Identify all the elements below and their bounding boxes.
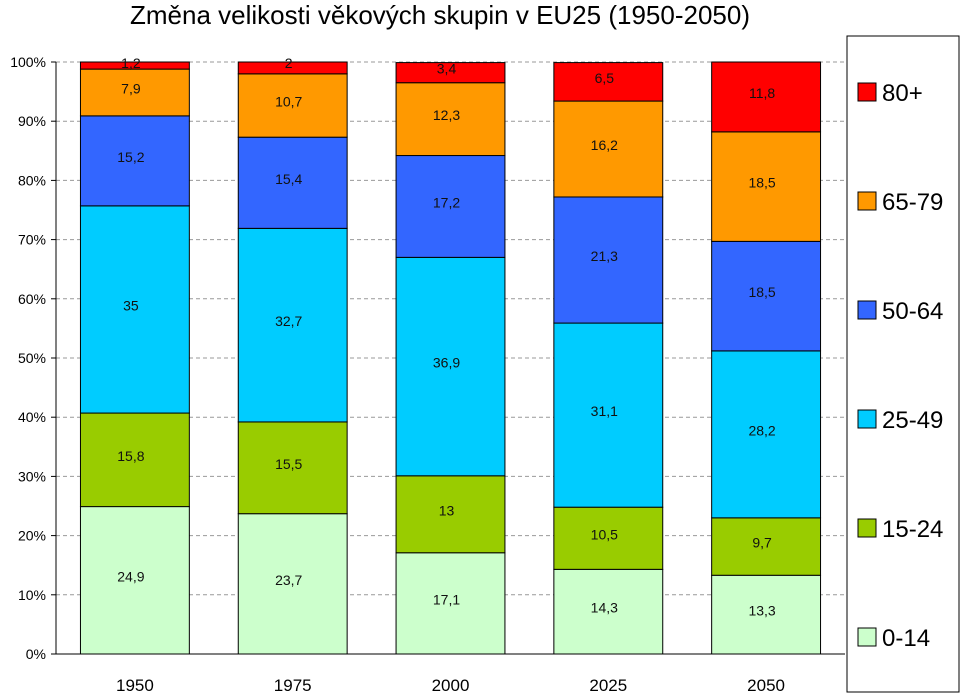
bar-segment-50-64-2000 <box>395 155 506 258</box>
legend[interactable]: 80+ 65-79 50-64 25-49 15-24 0-14 <box>846 35 960 693</box>
data-label-65-79-1975: 10,7 <box>275 94 302 110</box>
bar-segment-80+-2025 <box>553 62 664 102</box>
bar-segment-0-14-2025 <box>553 568 664 655</box>
legend-label-15-24[interactable]: 15-24 <box>882 516 943 543</box>
y-tick-label: 20% <box>18 528 46 544</box>
bar-segment-0-14-1975 <box>237 513 348 655</box>
legend-label-0-14[interactable]: 0-14 <box>882 625 930 652</box>
bar-segment-15-24-2050 <box>711 517 822 576</box>
legend-label-50-64[interactable]: 50-64 <box>882 298 943 325</box>
data-label-65-79-2025: 16,2 <box>591 137 618 153</box>
data-label-25-49-1950: 35 <box>123 297 139 313</box>
data-labels: 24,9 15,8 35 15,2 7,9 1,2 23,7 15,5 32,7 15,4 10,7… <box>117 55 776 619</box>
bar-segment-25-49-1975 <box>237 227 348 423</box>
data-label-15-24-2000: 13 <box>439 502 455 518</box>
x-tick-label-1950: 1950 <box>116 676 154 694</box>
bar-segment-25-49-2000 <box>395 256 506 477</box>
y-tick-label: 30% <box>18 468 46 484</box>
x-tick-label-1975: 1975 <box>274 676 312 694</box>
y-tick-label: 10% <box>18 587 46 603</box>
data-label-0-14-2025: 14,3 <box>591 600 618 616</box>
bar-segment-65-79-2000 <box>395 82 506 157</box>
y-tick-label: 80% <box>18 172 46 188</box>
data-label-65-79-2000: 12,3 <box>433 107 460 123</box>
data-label-0-14-2000: 17,1 <box>433 591 460 607</box>
bars <box>79 61 822 655</box>
bar-segment-15-24-1950 <box>79 412 190 508</box>
data-label-50-64-1975: 15,4 <box>275 171 302 187</box>
data-label-0-14-1950: 24,9 <box>117 568 144 584</box>
y-tick-label: 60% <box>18 291 46 307</box>
bar-segment-25-49-2050 <box>711 350 822 519</box>
bar-segment-25-49-2025 <box>553 322 664 508</box>
axes: 1950 1975 2000 2025 2050 0% 10% 20% 30% 40% 50% 60%… <box>10 54 845 694</box>
data-label-25-49-2050: 28,2 <box>748 422 775 438</box>
bar-segment-0-14-2000 <box>395 552 506 655</box>
data-label-50-64-2050: 18,5 <box>748 284 775 300</box>
bar-segment-80+-2000 <box>395 62 506 84</box>
x-tick-label-2050: 2050 <box>747 676 785 694</box>
x-tick-label-2025: 2025 <box>589 676 627 694</box>
y-tick-label: 90% <box>18 113 46 129</box>
data-label-80+-2025: 6,5 <box>595 70 615 86</box>
y-tick-label: 100% <box>10 54 46 70</box>
legend-swatch-80+[interactable] <box>857 82 877 102</box>
bar-segment-80+-1950 <box>79 61 190 70</box>
legend-swatch-65-79[interactable] <box>857 191 877 211</box>
data-label-80+-1975: 2 <box>285 55 293 71</box>
data-label-25-49-1975: 32,7 <box>275 313 302 329</box>
y-tick-label: 40% <box>18 409 46 425</box>
data-label-50-64-2000: 17,2 <box>433 194 460 210</box>
y-tick-label: 0% <box>26 646 46 662</box>
data-label-15-24-2025: 10,5 <box>591 526 618 542</box>
data-label-25-49-2025: 31,1 <box>591 403 618 419</box>
bar-segment-65-79-1975 <box>237 73 348 138</box>
data-label-50-64-1950: 15,2 <box>117 149 144 165</box>
data-label-80+-2000: 3,4 <box>437 61 457 77</box>
legend-label-80+[interactable]: 80+ <box>882 80 923 107</box>
data-label-80+-2050: 11,8 <box>749 85 775 101</box>
data-label-65-79-2050: 18,5 <box>748 175 775 191</box>
data-label-15-24-2050: 9,7 <box>752 535 772 551</box>
legend-label-65-79[interactable]: 65-79 <box>882 189 943 216</box>
data-label-0-14-2050: 13,3 <box>748 603 775 619</box>
y-tick-label: 50% <box>18 350 46 366</box>
data-label-15-24-1975: 15,5 <box>275 456 302 472</box>
legend-swatch-50-64[interactable] <box>857 300 877 320</box>
data-label-80+-1950: 1,2 <box>121 55 141 71</box>
data-label-25-49-2000: 36,9 <box>433 355 460 371</box>
bar-segment-0-14-2050 <box>711 574 822 655</box>
bar-segment-25-49-1950 <box>79 205 190 414</box>
bar-segment-50-64-2025 <box>553 196 664 324</box>
bar-segment-80+-1975 <box>237 61 348 75</box>
bar-segment-80+-2050 <box>711 61 822 133</box>
bar-segment-65-79-1950 <box>79 68 190 117</box>
bar-segment-50-64-1975 <box>237 136 348 229</box>
legend-swatch-15-24[interactable] <box>857 518 877 538</box>
bar-segment-50-64-2050 <box>711 240 822 352</box>
bar-segment-50-64-1950 <box>79 115 190 207</box>
bar-segment-65-79-2050 <box>711 131 822 242</box>
data-label-50-64-2025: 21,3 <box>591 248 618 264</box>
legend-box <box>846 35 960 693</box>
bar-segment-15-24-2025 <box>553 506 664 570</box>
data-label-15-24-1950: 15,8 <box>117 448 144 464</box>
bar-segment-15-24-2000 <box>395 475 506 554</box>
chart-title: Změna velikosti věkových skupin v EU25 (… <box>130 0 750 30</box>
bar-segment-65-79-2025 <box>553 100 664 198</box>
data-label-65-79-1950: 7,9 <box>121 80 141 96</box>
legend-swatch-25-49[interactable] <box>857 409 877 429</box>
legend-swatch-0-14[interactable] <box>857 627 877 647</box>
x-tick-label-2000: 2000 <box>432 676 470 694</box>
data-label-0-14-1975: 23,7 <box>275 572 302 588</box>
y-tick-label: 70% <box>18 232 46 248</box>
legend-label-25-49[interactable]: 25-49 <box>882 407 943 434</box>
